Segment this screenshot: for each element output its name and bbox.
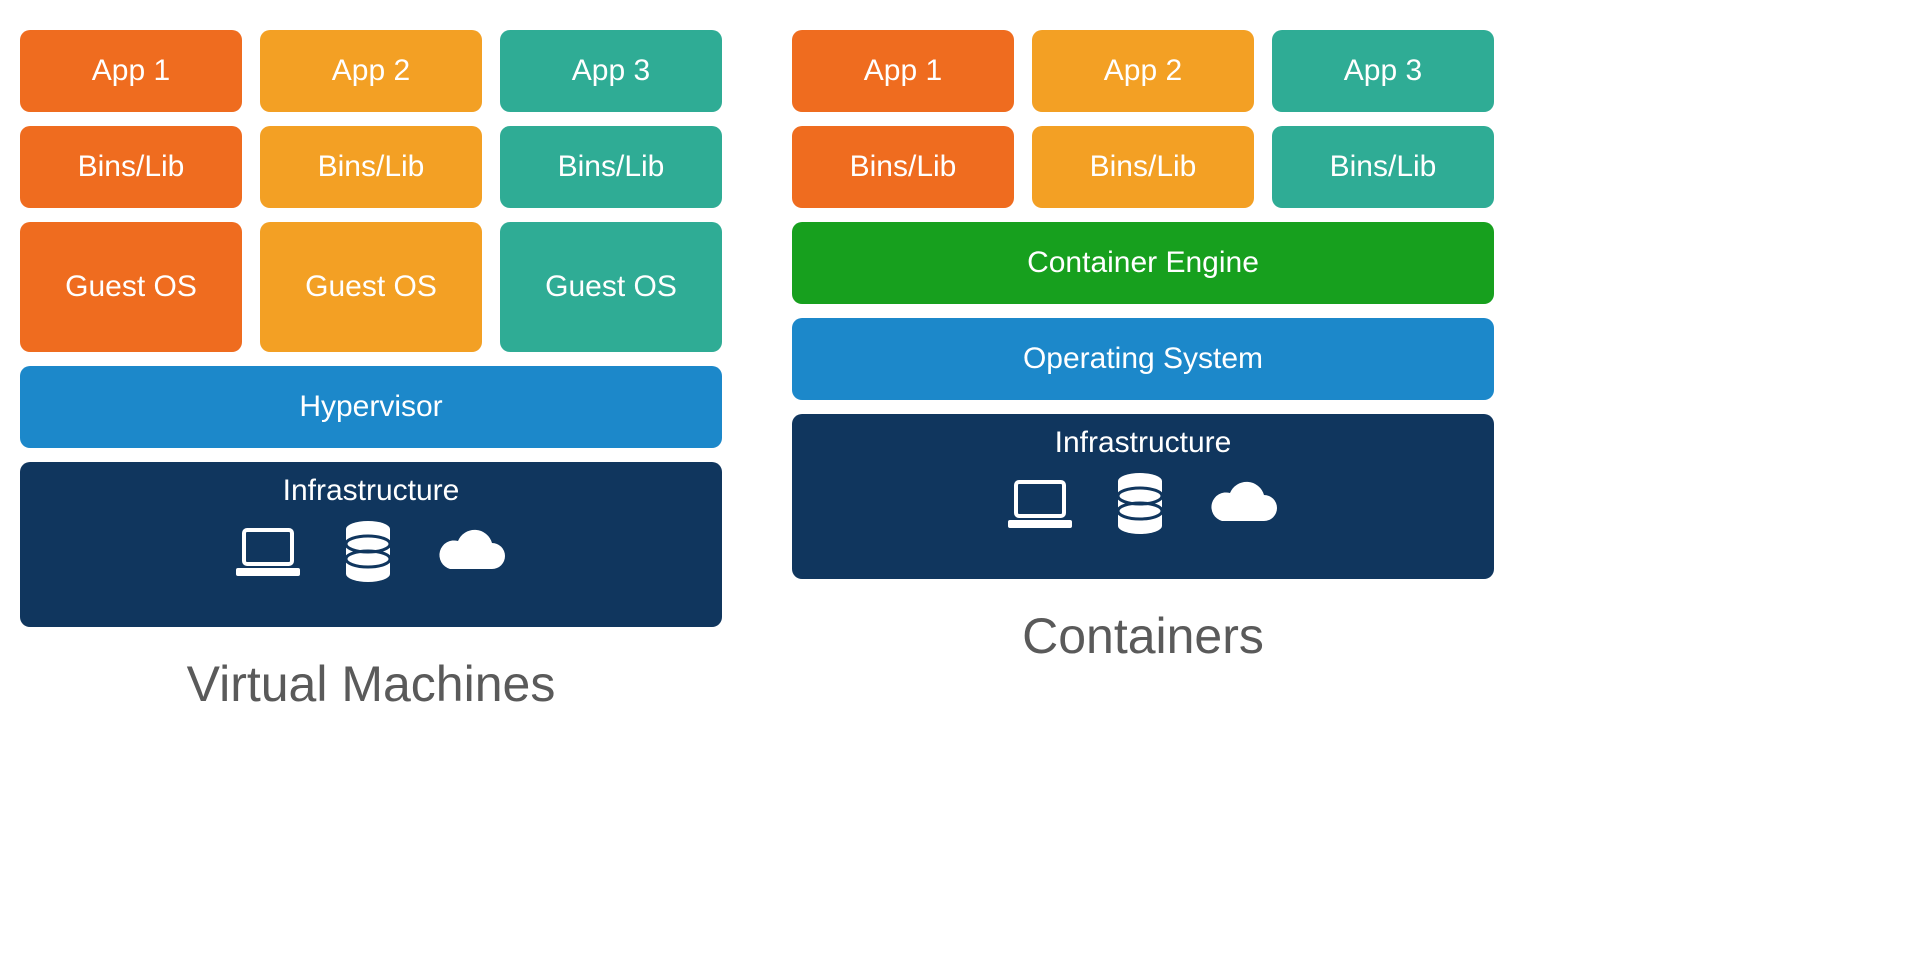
vm-guest-1: Guest OS xyxy=(20,222,242,352)
ct-bins-row: Bins/Lib Bins/Lib Bins/Lib xyxy=(792,126,1494,208)
database-icon xyxy=(342,520,394,586)
vm-guest-row: Guest OS Guest OS Guest OS xyxy=(20,222,722,352)
laptop-icon xyxy=(1006,478,1074,532)
vm-title: Virtual Machines xyxy=(20,655,722,713)
cloud-icon xyxy=(1206,481,1280,529)
cloud-icon xyxy=(434,529,508,577)
database-icon xyxy=(1114,472,1166,538)
vm-app-2: App 2 xyxy=(260,30,482,112)
ct-infrastructure: Infrastructure xyxy=(792,414,1494,579)
vm-guest-3: Guest OS xyxy=(500,222,722,352)
ct-infra-label: Infrastructure xyxy=(1055,426,1232,460)
vm-infra-label: Infrastructure xyxy=(283,474,460,508)
ct-app-3: App 3 xyxy=(1272,30,1494,112)
vm-infra-icons xyxy=(234,520,508,586)
vm-bins-row: Bins/Lib Bins/Lib Bins/Lib xyxy=(20,126,722,208)
ct-app-2: App 2 xyxy=(1032,30,1254,112)
ct-apps-row: App 1 App 2 App 3 xyxy=(792,30,1494,112)
vm-stack: App 1 App 2 App 3 Bins/Lib Bins/Lib Bins… xyxy=(20,30,722,713)
containers-stack: App 1 App 2 App 3 Bins/Lib Bins/Lib Bins… xyxy=(792,30,1494,713)
ct-os: Operating System xyxy=(792,318,1494,400)
vm-app-3: App 3 xyxy=(500,30,722,112)
vm-hypervisor: Hypervisor xyxy=(20,366,722,448)
ct-bins-3: Bins/Lib xyxy=(1272,126,1494,208)
vm-app-1: App 1 xyxy=(20,30,242,112)
ct-app-1: App 1 xyxy=(792,30,1014,112)
ct-infra-icons xyxy=(1006,472,1280,538)
vm-infrastructure: Infrastructure xyxy=(20,462,722,627)
vm-bins-3: Bins/Lib xyxy=(500,126,722,208)
ct-engine: Container Engine xyxy=(792,222,1494,304)
vm-apps-row: App 1 App 2 App 3 xyxy=(20,30,722,112)
vm-guest-2: Guest OS xyxy=(260,222,482,352)
vm-bins-2: Bins/Lib xyxy=(260,126,482,208)
diagram-canvas: App 1 App 2 App 3 Bins/Lib Bins/Lib Bins… xyxy=(20,30,1900,713)
ct-bins-1: Bins/Lib xyxy=(792,126,1014,208)
ct-bins-2: Bins/Lib xyxy=(1032,126,1254,208)
ct-title: Containers xyxy=(792,607,1494,665)
vm-bins-1: Bins/Lib xyxy=(20,126,242,208)
laptop-icon xyxy=(234,526,302,580)
